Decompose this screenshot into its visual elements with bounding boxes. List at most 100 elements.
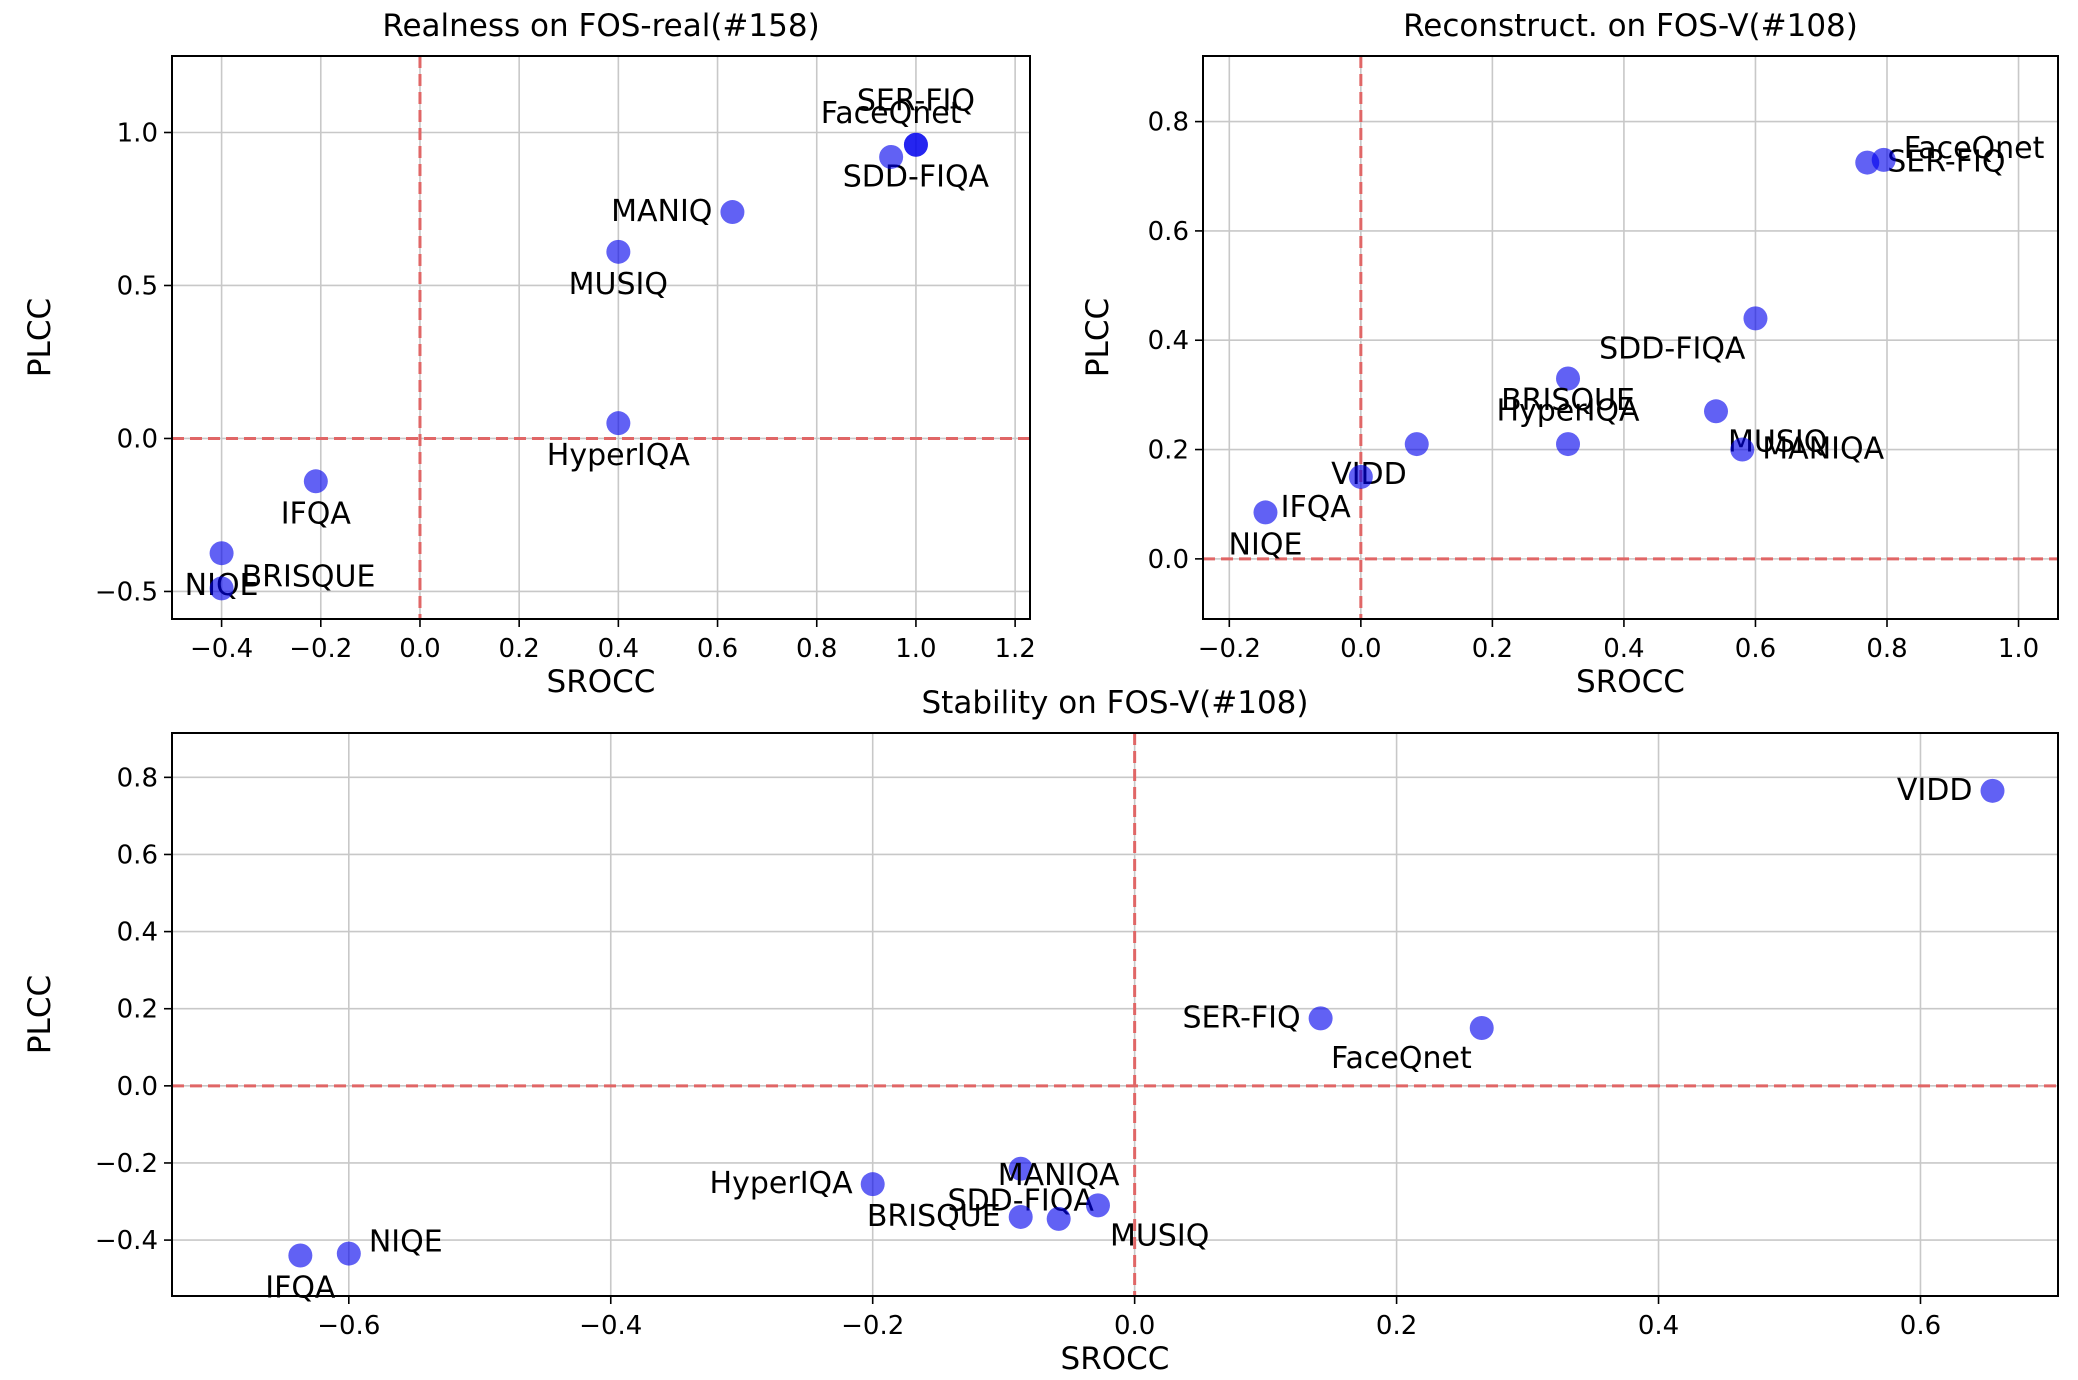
y-tick-label: 0.5 — [117, 271, 158, 301]
y-tick-label: 0.8 — [117, 763, 158, 793]
x-tick-label: 0.4 — [1638, 1311, 1679, 1341]
axes-frame — [171, 732, 2059, 1297]
y-tick-label: 0.0 — [117, 1072, 158, 1102]
x-tick-label: 1.0 — [1998, 634, 2039, 664]
data-point — [1743, 306, 1768, 331]
x-tick-label: 0.8 — [796, 634, 837, 664]
x-tick-label: 0.4 — [1603, 634, 1644, 664]
x-tick-label: −0.2 — [841, 1311, 904, 1341]
x-tick-label: −0.2 — [1198, 634, 1261, 664]
point-label: SDD-FIQA — [1599, 331, 1746, 366]
data-point — [209, 541, 234, 566]
y-tick-label: 1.0 — [117, 118, 158, 148]
x-tick-label: 0.0 — [1114, 1311, 1155, 1341]
point-label: BRISQUE — [1501, 383, 1635, 418]
x-tick-label: 0.0 — [1340, 634, 1381, 664]
x-tick-label: 0.6 — [1735, 634, 1776, 664]
point-label: FaceQnet — [1331, 1041, 1472, 1076]
data-point — [209, 576, 234, 601]
data-point — [336, 1241, 361, 1266]
data-point — [879, 144, 904, 169]
point-label: IFQA — [1281, 490, 1352, 525]
x-tick-label: 0.2 — [1472, 634, 1513, 664]
data-point — [606, 239, 631, 264]
data-point — [1980, 778, 2005, 803]
point-label: NIQE — [369, 1225, 443, 1260]
point-label: SER-FIQ — [1182, 1000, 1300, 1035]
x-tick-label: 0.0 — [399, 634, 440, 664]
data-point — [1348, 464, 1373, 489]
data-point — [1556, 366, 1581, 391]
y-axis-label: PLCC — [1080, 298, 1116, 377]
point-label: MANIQA — [998, 1158, 1120, 1193]
data-point — [860, 1172, 885, 1197]
data-point — [1308, 1006, 1333, 1031]
data-point — [288, 1243, 313, 1268]
chart-panel-1: −0.4 −0.2 0.0 0.2 0.4 0.6 0.8 1.0 1.2 −0.5 0.0 0.5 1… — [22, 8, 1036, 700]
point-label: HyperIQA — [710, 1166, 854, 1201]
point-label: HyperIQA — [1496, 393, 1640, 428]
x-tick-label: 0.2 — [498, 634, 539, 664]
y-tick-label: −0.4 — [95, 1226, 158, 1256]
data-point — [1008, 1204, 1033, 1229]
x-axis-label: SROCC — [547, 664, 656, 700]
chart-title: Reconstruct. on FOS-V(#108) — [1403, 8, 1858, 44]
data-point — [1404, 432, 1429, 457]
chart-panel-2: −0.2 0.0 0.2 0.4 0.6 0.8 1.0 0.0 0.2 0.4 0.6 0.8 Rec… — [1080, 8, 2059, 700]
data-point — [1046, 1206, 1071, 1231]
x-tick-label: −0.4 — [579, 1311, 642, 1341]
axes-frame — [171, 55, 1031, 620]
data-point — [1730, 437, 1755, 462]
point-label: BRISQUE — [867, 1199, 1001, 1234]
y-tick-label: 0.0 — [1148, 545, 1189, 575]
point-label: BRISQUE — [242, 559, 376, 594]
x-axis-label: SROCC — [1576, 664, 1685, 700]
point-label: MANIQ — [611, 194, 712, 229]
point-label: IFQA — [265, 1271, 336, 1306]
data-point — [903, 132, 928, 157]
x-tick-label: −0.4 — [190, 634, 253, 664]
point-label: FaceQnet — [821, 96, 962, 131]
point-label: NIQE — [1229, 527, 1303, 562]
y-tick-label: 0.0 — [117, 424, 158, 454]
y-tick-label: 0.2 — [117, 995, 158, 1025]
x-tick-label: −0.6 — [317, 1311, 380, 1341]
point-label: HyperIQA — [547, 438, 691, 473]
data-point — [1253, 500, 1278, 525]
y-axis-label: PLCC — [22, 975, 58, 1054]
point-label: FaceQnet — [1904, 131, 2045, 166]
y-tick-label: 0.4 — [117, 918, 158, 948]
point-label: SER-FIQ — [1887, 145, 2005, 180]
chart-title: Realness on FOS-real(#158) — [382, 8, 819, 44]
data-point — [1469, 1015, 1494, 1040]
point-label: MUSIQ — [1110, 1218, 1209, 1253]
data-point — [1008, 1156, 1033, 1181]
point-label: SDD-FIQA — [843, 160, 990, 195]
x-tick-label: 0.8 — [1866, 634, 1907, 664]
y-axis-label: PLCC — [22, 298, 58, 377]
data-point — [1704, 399, 1728, 424]
x-axis-label: SROCC — [1061, 1341, 1170, 1376]
y-tick-label: 0.8 — [1148, 108, 1189, 138]
chart-panel-3: −0.6 −0.4 −0.2 0.0 0.2 0.4 0.6 −0.4 −0.2 0.0 0.2 0.… — [22, 685, 2059, 1377]
x-tick-label: 0.4 — [598, 634, 639, 664]
x-tick-label: 0.6 — [1900, 1311, 1941, 1341]
x-tick-label: 1.2 — [994, 634, 1035, 664]
x-tick-label: 0.2 — [1376, 1311, 1417, 1341]
x-tick-label: 1.0 — [895, 634, 936, 664]
x-tick-label: −0.2 — [289, 634, 352, 664]
point-label: SER-FIQ — [857, 84, 975, 119]
y-tick-label: 0.6 — [1148, 217, 1189, 247]
y-tick-label: −0.5 — [95, 577, 158, 607]
data-point — [303, 469, 328, 494]
point-label: MANIQA — [1762, 432, 1884, 467]
data-point — [1085, 1193, 1110, 1218]
data-point — [1556, 432, 1581, 457]
y-tick-label: 0.4 — [1148, 326, 1189, 356]
data-point — [606, 411, 631, 436]
point-label: MUSIQ — [569, 267, 668, 302]
chart-title: Stability on FOS-V(#108) — [922, 685, 1309, 721]
y-tick-label: −0.2 — [95, 1149, 158, 1179]
